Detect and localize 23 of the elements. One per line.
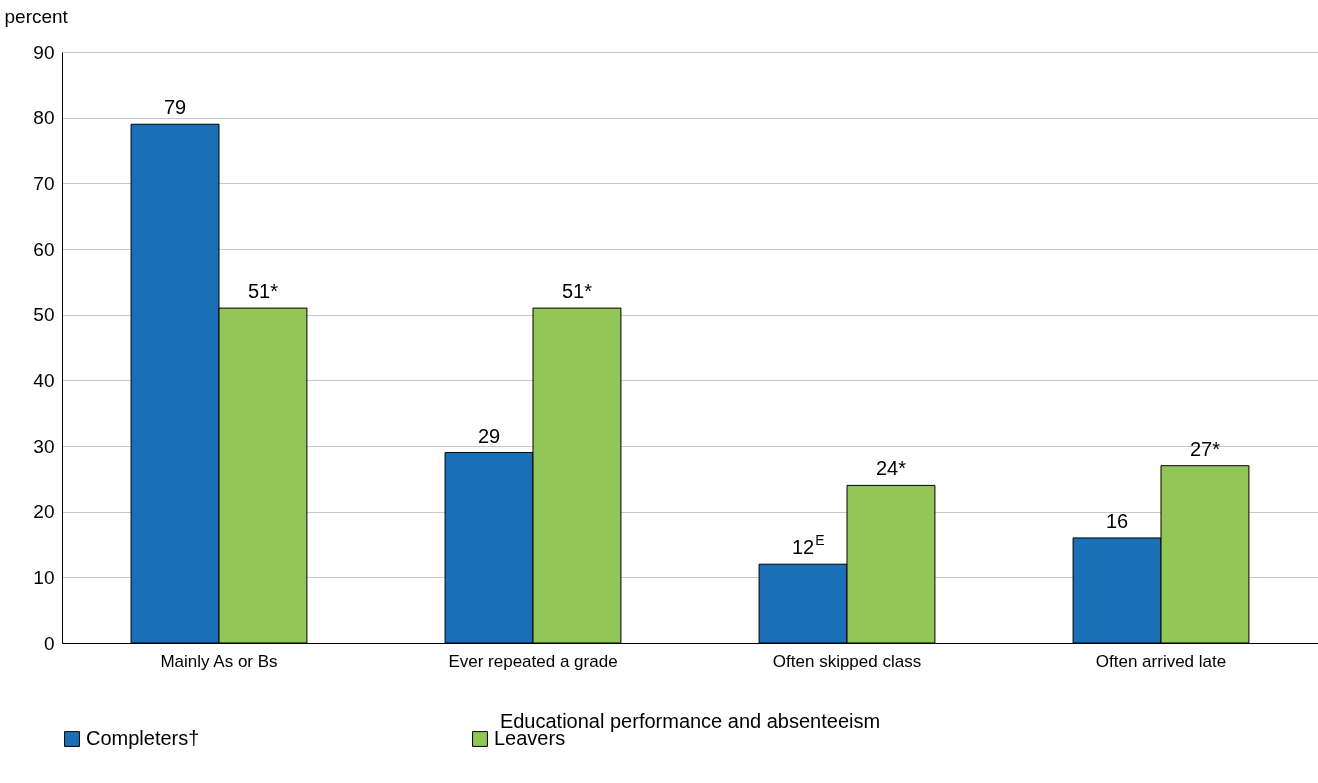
data-label: 79 (163, 96, 187, 119)
data-label: 51* (561, 280, 593, 303)
x-tick-label: Mainly As or Bs (160, 651, 278, 671)
y-tick-label: 60 (33, 238, 55, 260)
y-tick-label: 90 (33, 41, 55, 63)
data-label: 24* (875, 457, 907, 480)
y-tick-label: 50 (33, 304, 55, 326)
data-label: 29 (477, 424, 501, 447)
data-label: 51* (247, 280, 279, 303)
x-tick-label: Often skipped class (772, 651, 922, 671)
y-tick-label: 40 (33, 369, 55, 391)
x-tick-label: Ever repeated a grade (448, 651, 618, 671)
y-tick-label: 30 (33, 435, 55, 457)
y-tick-label: 20 (33, 501, 55, 523)
y-tick-label: 70 (33, 172, 55, 194)
legend-label: Completers† (86, 727, 200, 749)
y-tick-label: 80 (33, 107, 55, 129)
y-tick-label: 0 (43, 632, 55, 654)
data-label: 27* (1189, 437, 1221, 460)
data-label: 16 (1105, 509, 1129, 532)
y-axis-title: percent (4, 5, 69, 27)
y-tick-label: 10 (33, 566, 55, 588)
x-tick-label: Often arrived late (1095, 651, 1227, 671)
